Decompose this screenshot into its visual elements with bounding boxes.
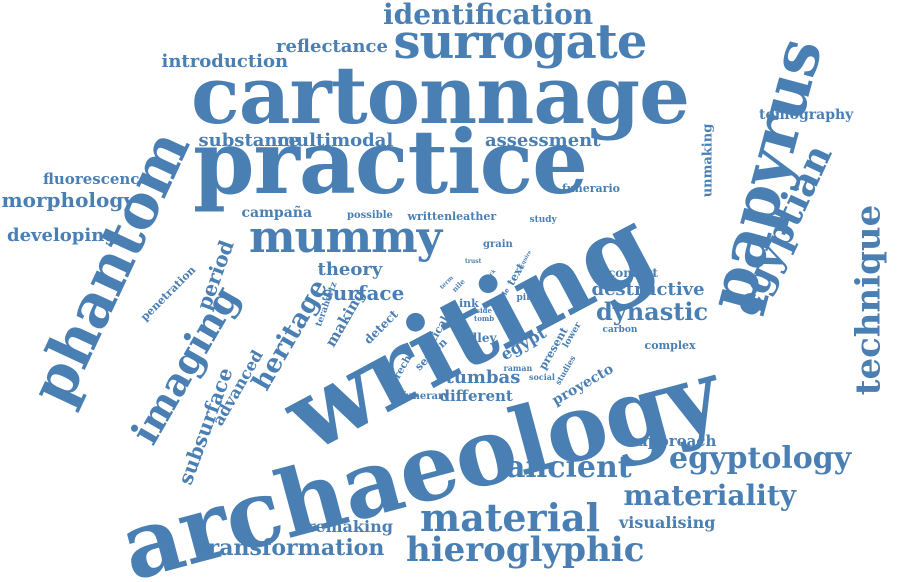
word-surrogate: surrogate [393,14,648,70]
word-destructive: destructive [591,279,705,300]
word-carbon: carbon [602,324,638,335]
word-morphology: morphology [1,188,135,212]
word-possible: possible [347,210,393,221]
word-campa-a: campaña [241,205,313,221]
word-unmaking: unmaking [700,123,716,197]
word-tomography: tomography [759,107,854,123]
word-cartonnage: cartonnage [191,48,690,142]
word-transformation: transformation [197,535,385,561]
word-materiality: materiality [623,479,797,512]
word-identification: identification [383,0,594,31]
word-ancient: ancient [506,450,632,485]
word-funerary: funerary [401,391,450,402]
word-tomb: tomb [474,313,495,323]
word-substance: substance [198,130,300,151]
word-side: side [476,305,492,315]
word-material: material [420,495,601,540]
word-written: written [407,209,453,223]
word-assessment: assessment [485,130,601,151]
word-complex: complex [644,338,696,352]
word-fluorescence: fluorescence [43,169,149,188]
word-practice: practice [193,110,588,214]
word-surface: surface [321,281,405,305]
word-ink: ink [459,296,479,310]
word-theory: theory [317,259,383,280]
word-tumbas: tumbas [445,367,521,388]
word-valley: valley [458,331,497,345]
word-pilot: pilot [516,292,540,303]
word-introduction: introduction [161,51,289,72]
word-social: social [529,372,555,382]
word-dynastic: dynastic [596,297,709,326]
word-funerario: funerario [562,181,620,195]
word-egyptology: egyptology [669,441,852,476]
word-mummy: mummy [249,212,442,263]
word-hieroglyphic: hieroglyphic [406,530,645,570]
word-multimodal: multimodal [277,130,394,151]
word-leather: leather [452,209,497,223]
word-visualising: visualising [619,513,716,532]
word-remaking: remaking [307,517,393,536]
word-reflectance: reflectance [276,36,388,57]
word-different: different [439,386,513,405]
word-technique: technique [847,204,888,396]
word-approach: approach [638,431,717,450]
word-grain: grain [483,239,513,250]
word-context: context [608,266,658,280]
word-raman: raman [503,363,533,373]
word-trust: trust [465,258,482,265]
word-study: study [529,214,557,225]
word-developing: developing [7,225,117,246]
